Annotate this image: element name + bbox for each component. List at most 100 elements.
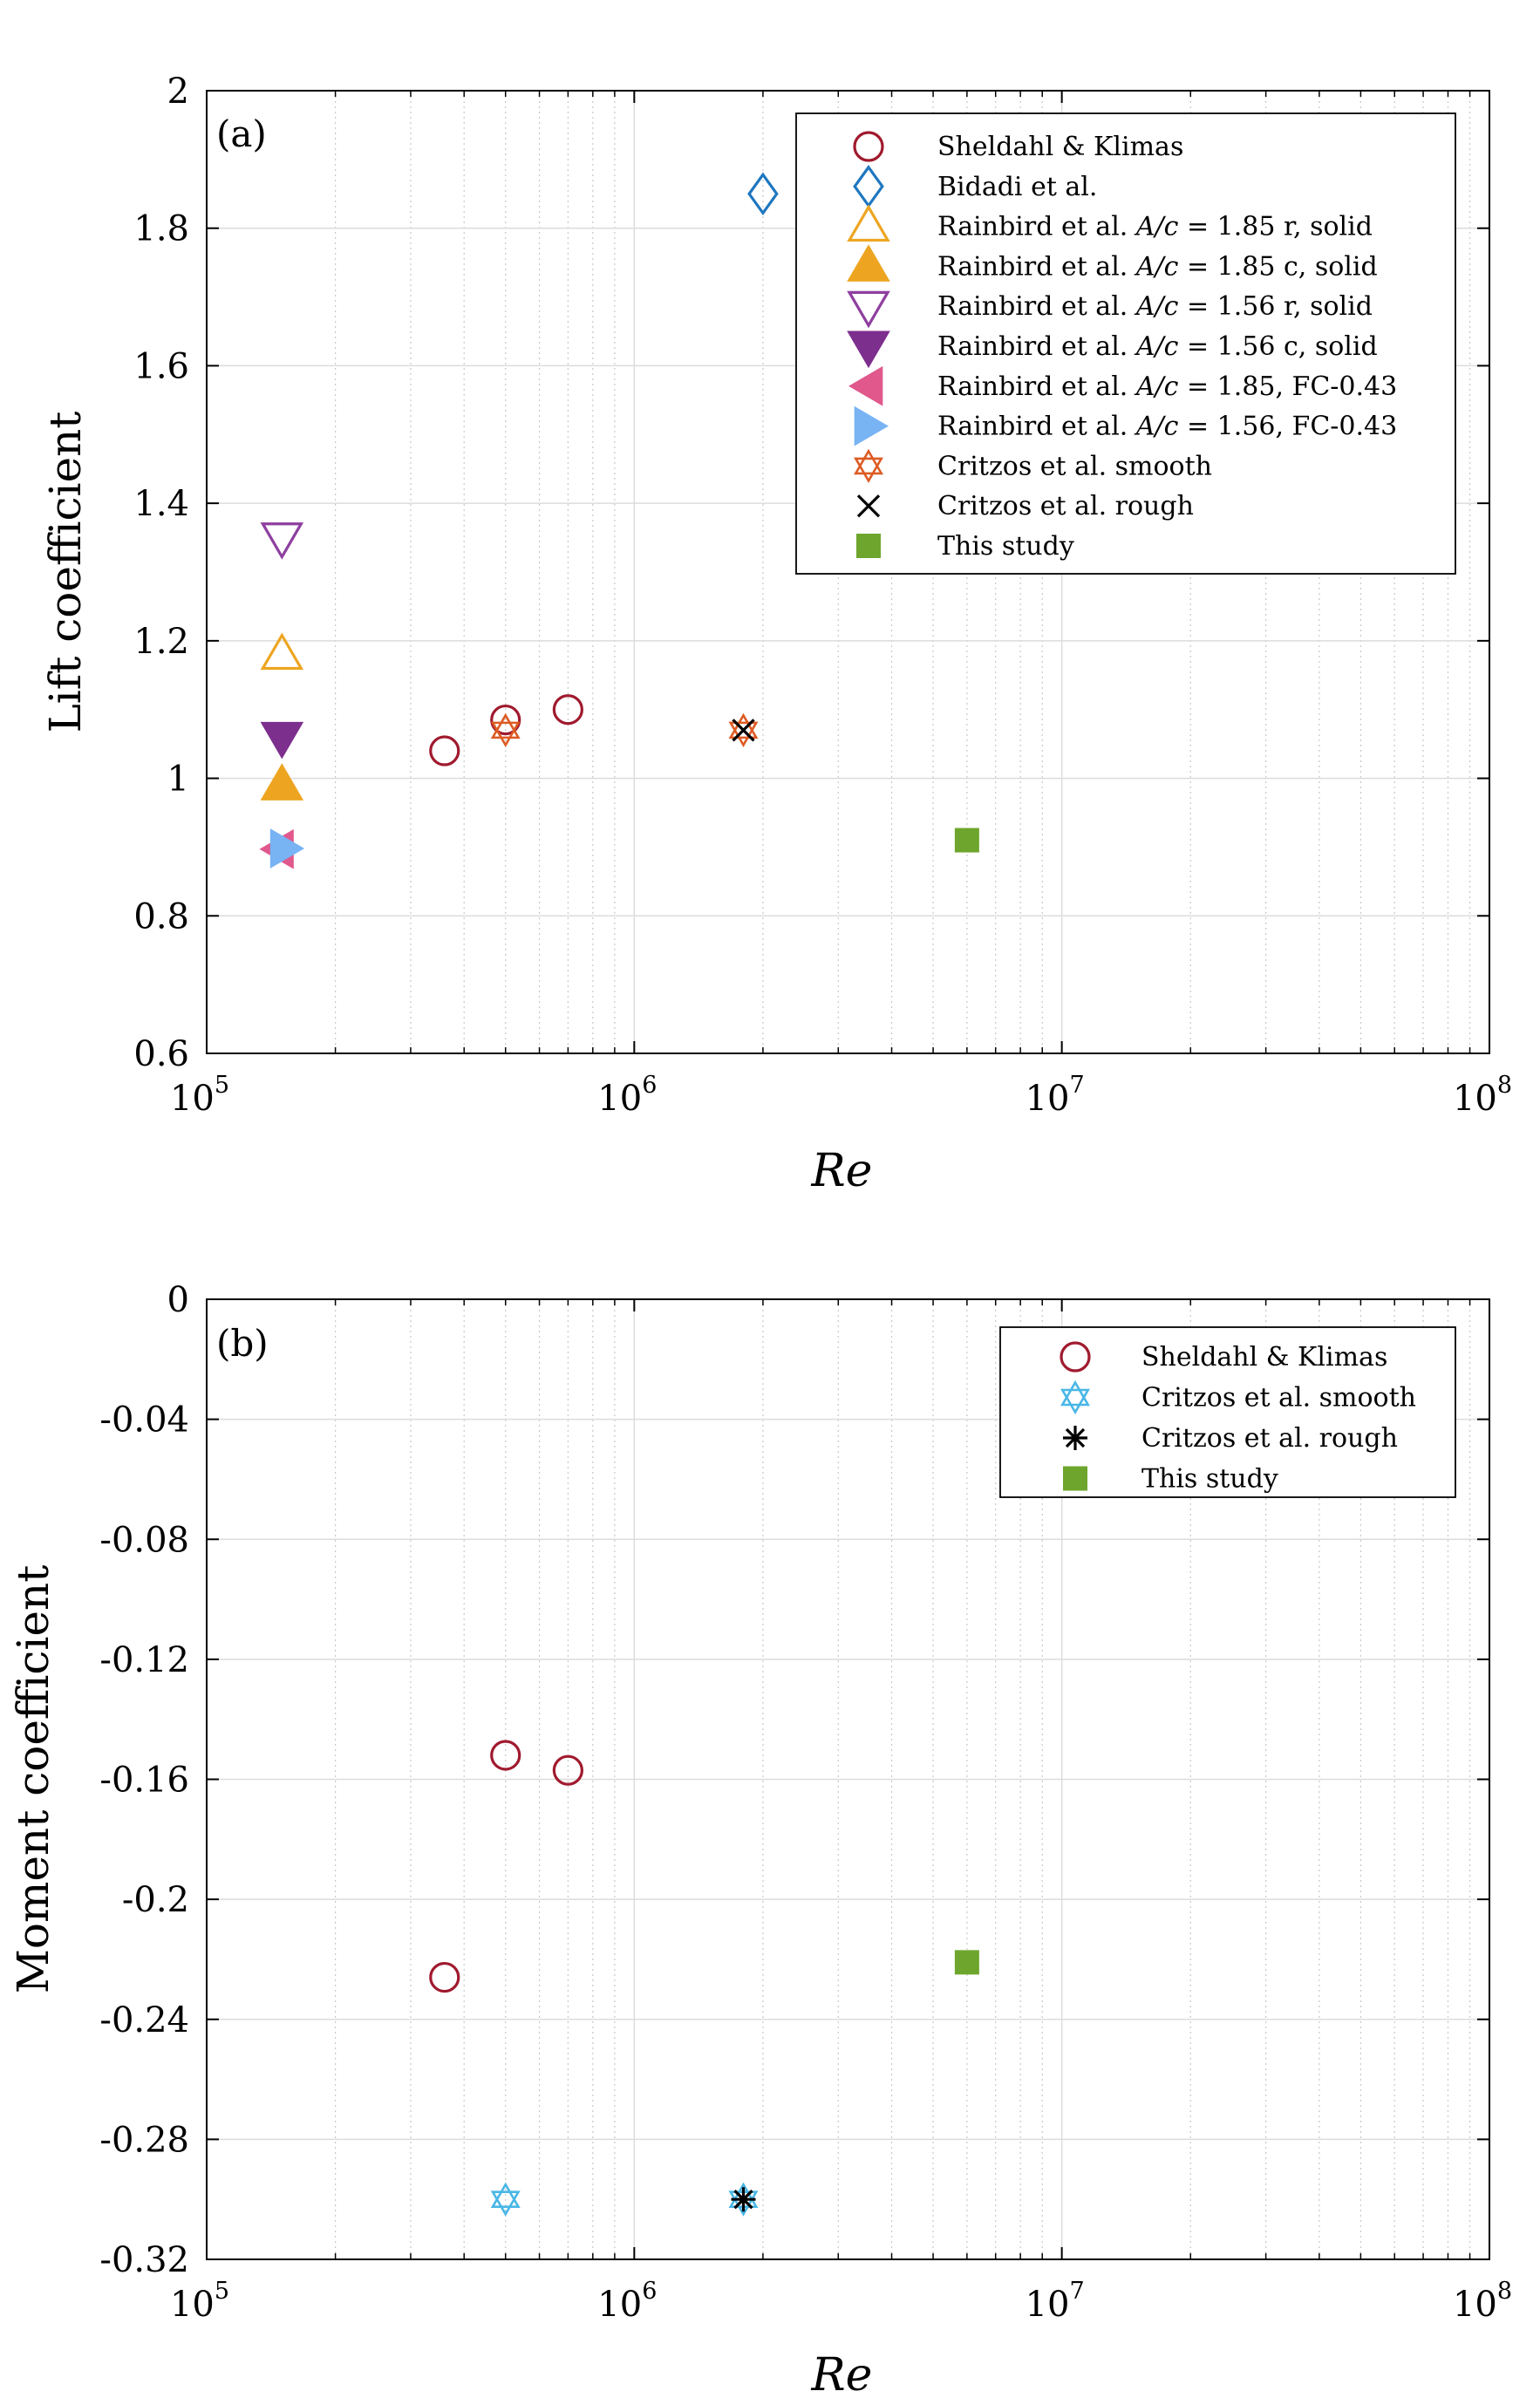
data-point bbox=[260, 522, 304, 560]
legend-label: Critzos et al. smooth bbox=[937, 451, 1212, 481]
legend-label: Critzos et al. rough bbox=[937, 491, 1194, 521]
x-tick-label: 106 bbox=[597, 1072, 657, 1119]
data-point bbox=[260, 763, 304, 800]
legend-label-post: = 1.85 r, solid bbox=[1178, 212, 1373, 242]
data-markers bbox=[429, 1740, 979, 2217]
legend-label-post: = 1.56, FC-0.43 bbox=[1178, 412, 1397, 442]
panel-b: -0.32 -0.28 -0.24 -0.2 -0.16 -0.12 -0.08 -0.04 0… bbox=[8, 1280, 1512, 2398]
legend-label: This study bbox=[1141, 1464, 1278, 1495]
x-tick-exponent: 6 bbox=[642, 1072, 657, 1099]
x-tick-exponent: 7 bbox=[1070, 1072, 1085, 1099]
x-tick-exponent: 6 bbox=[642, 2278, 657, 2305]
legend-label: Rainbird et al. A/c = 1.85, FC-0.43 bbox=[937, 371, 1397, 402]
data-point bbox=[490, 2182, 521, 2217]
x-tick-base: 10 bbox=[1026, 2285, 1070, 2325]
x-tick-label: 108 bbox=[1453, 2278, 1512, 2325]
legend-label-pre: Rainbird et al. bbox=[937, 371, 1136, 402]
data-point-tri-down bbox=[490, 721, 521, 747]
legend-marker bbox=[847, 244, 890, 282]
x-tick-exponent: 5 bbox=[215, 2278, 229, 2305]
legend-marker bbox=[856, 534, 881, 558]
legend-marker bbox=[856, 494, 881, 518]
data-point-tri-up bbox=[490, 712, 521, 739]
data-point bbox=[731, 2187, 756, 2212]
legend-label: Rainbird et al. A/c = 1.56 r, solid bbox=[937, 291, 1373, 322]
legend-label-pre: Rainbird et al. bbox=[937, 291, 1136, 322]
legend-label-math: A/c bbox=[1134, 212, 1179, 242]
data-point bbox=[747, 172, 779, 216]
legend-label-post: = 1.85 c, solid bbox=[1178, 251, 1377, 282]
x-tick-label: 107 bbox=[1026, 2278, 1085, 2325]
legend-label-math: A/c bbox=[1134, 331, 1179, 362]
legend-marker bbox=[1060, 1341, 1091, 1373]
y-tick-label: -0.08 bbox=[99, 1520, 189, 1560]
y-tick-label: 0.6 bbox=[133, 1034, 189, 1074]
data-point bbox=[954, 1950, 979, 1975]
data-point bbox=[490, 1740, 521, 1771]
data-point-tri-down bbox=[728, 721, 759, 747]
legend-marker bbox=[1063, 1426, 1087, 1450]
data-point bbox=[552, 1754, 583, 1786]
legend-label: Critzos et al. smooth bbox=[1141, 1383, 1416, 1414]
legend-marker bbox=[854, 405, 889, 446]
y-axis-label: Lift coefficient bbox=[40, 412, 91, 733]
legend-marker bbox=[1063, 1466, 1087, 1491]
data-point bbox=[490, 704, 521, 736]
x-tick-base: 10 bbox=[170, 1079, 215, 1119]
legend-label: Rainbird et al. A/c = 1.85 c, solid bbox=[937, 251, 1378, 282]
legend-marker-tri-up bbox=[1060, 1380, 1090, 1407]
y-tick-label: -0.04 bbox=[99, 1400, 189, 1441]
data-point bbox=[954, 828, 979, 853]
legend-label-pre: Rainbird et al. bbox=[937, 251, 1136, 282]
legend-marker bbox=[847, 204, 890, 242]
legend-label: Critzos et al. rough bbox=[1141, 1423, 1398, 1454]
legend-label: This study bbox=[937, 531, 1074, 562]
legend-marker-tri-up bbox=[854, 448, 883, 475]
x-tick-exponent: 7 bbox=[1070, 2278, 1085, 2305]
x-tick-exponent: 8 bbox=[1497, 2278, 1512, 2305]
y-tick-label: 1.4 bbox=[133, 484, 189, 524]
y-tick-label: -0.28 bbox=[99, 2120, 189, 2160]
data-point bbox=[429, 735, 460, 766]
x-tick-label: 107 bbox=[1026, 1072, 1085, 1119]
data-point bbox=[260, 721, 304, 760]
x-tick-base: 10 bbox=[1026, 1079, 1070, 1119]
x-axis-label: Re bbox=[811, 2349, 873, 2398]
y-tick-label: -0.32 bbox=[99, 2240, 189, 2280]
y-tick-label: -0.12 bbox=[99, 1640, 189, 1680]
legend-marker-tri-down bbox=[1060, 1388, 1090, 1415]
axes-box bbox=[206, 90, 1490, 1054]
data-point-tri-up bbox=[490, 2182, 521, 2208]
y-tick-label: -0.2 bbox=[122, 1880, 189, 1920]
data-point bbox=[429, 1961, 460, 1993]
legend-label: Rainbird et al. A/c = 1.56 c, solid bbox=[937, 331, 1378, 362]
legend: Sheldahl & Klimas Bidadi et al. Rainbird e… bbox=[795, 112, 1456, 575]
data-point bbox=[260, 632, 304, 671]
legend-label-post: = 1.56 r, solid bbox=[1178, 291, 1373, 322]
data-point-tri-down bbox=[490, 2190, 521, 2217]
data-point-tri-up bbox=[728, 712, 759, 739]
legend-marker bbox=[1060, 1380, 1090, 1415]
legend-label: Sheldahl & Klimas bbox=[937, 132, 1183, 162]
x-tick-base: 10 bbox=[597, 2285, 642, 2325]
legend-label-math: A/c bbox=[1134, 251, 1179, 282]
x-tick-label: 105 bbox=[170, 2278, 229, 2325]
y-tick-label: -0.24 bbox=[99, 2000, 189, 2040]
legend-marker bbox=[847, 290, 890, 329]
data-point bbox=[269, 828, 305, 869]
y-tick-label: 0 bbox=[167, 1280, 189, 1320]
x-tick-label: 106 bbox=[597, 2278, 657, 2325]
legend-label-post: = 1.85, FC-0.43 bbox=[1178, 371, 1397, 402]
x-tick-exponent: 5 bbox=[215, 1072, 229, 1099]
y-tick-label: 1.2 bbox=[133, 622, 189, 662]
y-tick-label: 2 bbox=[167, 72, 189, 112]
data-point bbox=[728, 712, 759, 747]
x-tick-base: 10 bbox=[1453, 2285, 1497, 2325]
legend: Sheldahl & Klimas Critzos et al. smooth Cr… bbox=[999, 1326, 1456, 1498]
y-tick-label: 0.8 bbox=[133, 896, 189, 937]
legend-label-pre: Rainbird et al. bbox=[937, 412, 1136, 442]
panel-label: (b) bbox=[216, 1322, 269, 1365]
x-tick-label: 105 bbox=[170, 1072, 229, 1119]
